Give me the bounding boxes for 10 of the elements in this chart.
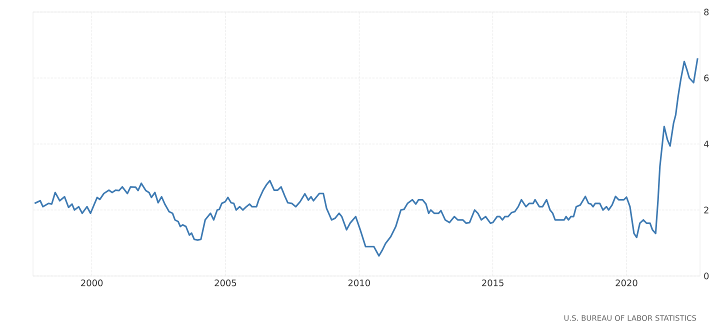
x-tick-label: 2020 [616,280,638,286]
y-tick-label: 0 [704,272,709,280]
x-tick-label: 2005 [214,280,236,286]
x-tick-label: 2010 [348,280,370,286]
y-tick-label: 8 [704,8,709,16]
y-tick-label: 4 [704,140,709,148]
y-tick-label: 6 [704,74,709,82]
x-tick-label: 2000 [81,280,103,286]
x-tick-label: 2015 [482,280,504,286]
y-tick-label: 2 [704,206,708,214]
